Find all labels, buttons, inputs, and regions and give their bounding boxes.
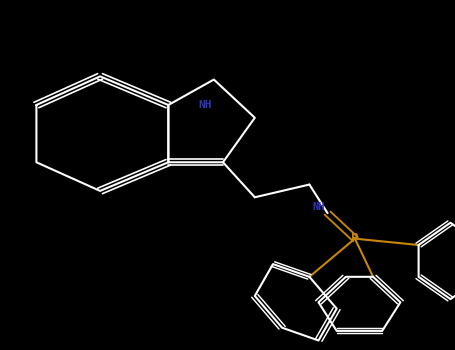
Text: NH: NH — [312, 202, 325, 212]
Text: P: P — [351, 232, 359, 245]
Text: NH: NH — [198, 100, 212, 110]
